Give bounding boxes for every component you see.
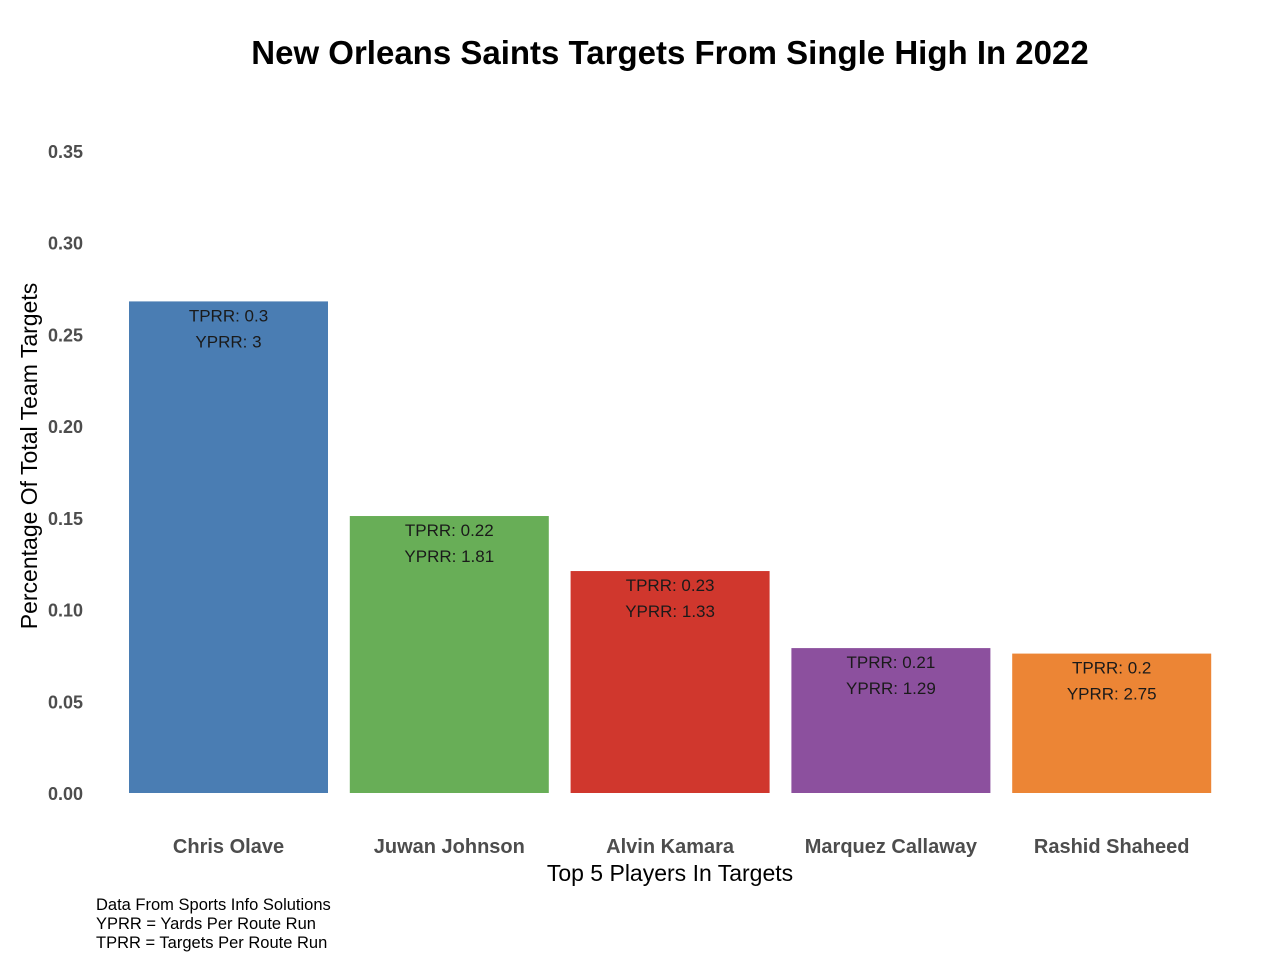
bar [1012, 653, 1212, 793]
x-tick-label: Chris Olave [173, 836, 284, 858]
y-tick-label: 0.00 [48, 784, 83, 804]
x-tick-label: Marquez Callaway [805, 836, 978, 858]
bar-yprr-label: YPRR: 1.81 [404, 547, 494, 566]
bar [570, 571, 770, 793]
bar [791, 648, 991, 793]
y-tick-label: 0.30 [48, 234, 83, 254]
x-tick-label: Juwan Johnson [374, 836, 525, 858]
bar-tprr-label: TPRR: 0.2 [1072, 659, 1151, 678]
bar-yprr-label: YPRR: 3 [195, 332, 261, 351]
y-axis-ticks: 0.00 0.05 0.10 0.15 0.20 0.25 0.30 0.35 [48, 142, 83, 804]
y-tick-label: 0.10 [48, 601, 83, 621]
y-tick-label: 0.05 [48, 692, 83, 712]
bar [349, 516, 549, 793]
bar-tprr-label: TPRR: 0.3 [189, 306, 268, 325]
y-tick-label: 0.15 [48, 509, 83, 529]
bar [129, 301, 328, 793]
x-tick-label: Alvin Kamara [606, 836, 735, 858]
caption-source: Data From Sports Info Solutions [96, 896, 331, 914]
x-axis-ticks: Chris Olave Juwan Johnson Alvin Kamara Marq… [173, 836, 1190, 858]
bar-tprr-label: TPRR: 0.21 [846, 653, 935, 672]
y-tick-label: 0.35 [48, 142, 83, 162]
bar-tprr-label: TPRR: 0.22 [405, 521, 494, 540]
x-axis-label: Top 5 Players In Targets [547, 860, 793, 886]
bar-yprr-label: YPRR: 1.29 [846, 679, 936, 698]
bars: TPRR: 0.3 YPRR: 3 TPRR: 0.22 YPRR: 1.81 TPRR… [129, 301, 1212, 793]
bar-yprr-label: YPRR: 2.75 [1067, 685, 1157, 704]
caption-yprr-definition: YPRR = Yards Per Route Run [96, 915, 316, 933]
y-tick-label: 0.25 [48, 325, 83, 345]
caption: Data From Sports Info Solutions YPRR = Y… [96, 896, 331, 953]
chart-title: New Orleans Saints Targets From Single H… [251, 34, 1088, 71]
y-axis-label: Percentage Of Total Team Targets [16, 283, 42, 629]
caption-tprr-definition: TPRR = Targets Per Route Run [96, 934, 328, 952]
bar-yprr-label: YPRR: 1.33 [625, 602, 715, 621]
x-tick-label: Rashid Shaheed [1034, 836, 1190, 858]
bar-tprr-label: TPRR: 0.23 [626, 576, 715, 595]
y-tick-label: 0.20 [48, 417, 83, 437]
